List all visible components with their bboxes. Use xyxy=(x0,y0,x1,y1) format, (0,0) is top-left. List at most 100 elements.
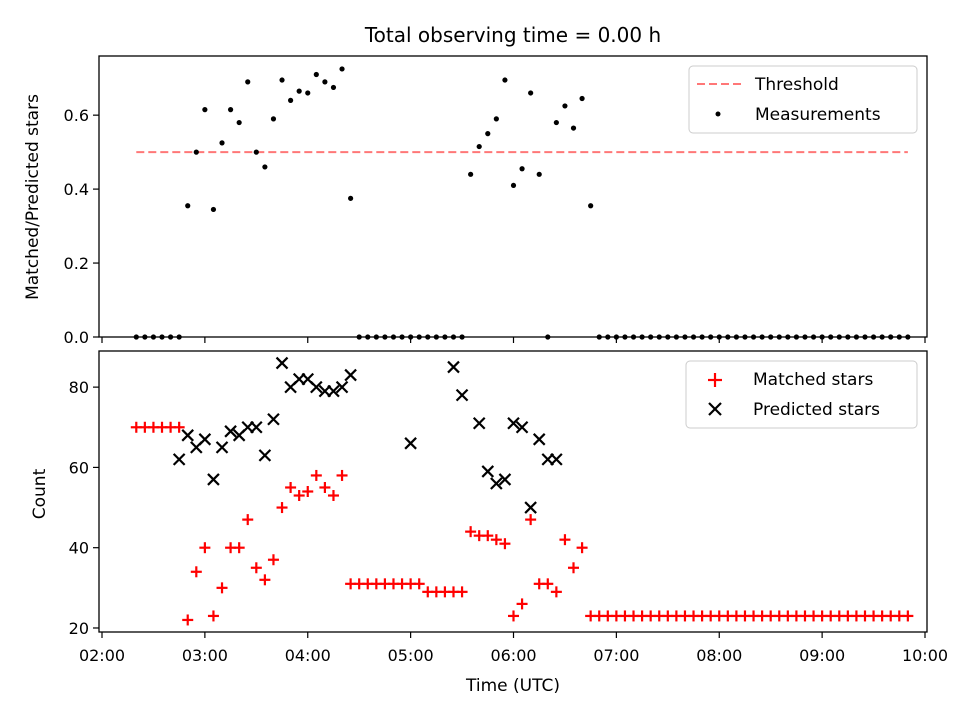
matched-star-point xyxy=(559,534,571,546)
predicted-star-point xyxy=(472,416,486,430)
predicted-legend-label: Predicted stars xyxy=(753,400,880,420)
matched-star-point xyxy=(190,566,202,578)
measurement-point xyxy=(262,164,268,170)
matched-stars-points xyxy=(130,421,914,626)
predicted-star-point xyxy=(515,420,529,434)
matched-star-point xyxy=(302,486,314,497)
predicted-star-point xyxy=(198,433,212,446)
ratio-legend: Threshold Measurements xyxy=(688,65,918,134)
matched-star-point xyxy=(199,542,211,554)
matched-legend-swatch xyxy=(708,373,722,387)
matched-star-point xyxy=(293,490,305,502)
matched-star-point xyxy=(902,610,914,622)
matched-star-point xyxy=(542,578,554,590)
predicted-star-point xyxy=(447,360,460,374)
measurement-point xyxy=(279,77,285,83)
matched-star-point xyxy=(327,490,339,502)
matched-star-point xyxy=(516,598,528,610)
count-panel: 20 40 60 80 02:00 03:00 04:00 05:00 06:00 07:00 08… xyxy=(30,350,948,696)
measurement-point xyxy=(193,149,199,155)
measurement-point xyxy=(305,90,311,96)
measurement-point xyxy=(339,66,345,72)
measurement-point xyxy=(562,103,568,109)
ratio-y-tick-label: 0.6 xyxy=(64,106,89,125)
ratio-y-tick-label: 0.0 xyxy=(64,328,89,347)
matched-star-point xyxy=(550,586,562,598)
measurement-point xyxy=(510,182,517,189)
measurement-point xyxy=(202,107,208,113)
matched-star-point xyxy=(499,538,511,550)
count-y-tick-label: 20 xyxy=(69,619,89,638)
predicted-star-point xyxy=(327,384,340,398)
matched-star-point xyxy=(465,526,477,538)
predicted-star-point xyxy=(207,473,220,486)
figure-title: Total observing time = 0.00 h xyxy=(364,23,661,47)
ratio-legend-box xyxy=(688,65,918,134)
matched-star-point xyxy=(525,514,537,526)
matched-star-point xyxy=(276,502,288,514)
matched-star-point xyxy=(319,481,331,493)
count-x-axis-label: Time (UTC) xyxy=(465,676,560,696)
predicted-star-point xyxy=(172,453,186,466)
count-x-tick-label: 07:00 xyxy=(593,646,639,665)
count-x-tick-label: 05:00 xyxy=(388,646,434,665)
measurement-point xyxy=(313,71,319,78)
measurement-point xyxy=(288,97,294,103)
count-y-axis-label: Count xyxy=(30,468,50,519)
ratio-axes-frame xyxy=(98,55,928,338)
count-x-tick-label: 06:00 xyxy=(490,646,536,665)
matched-legend-label: Matched stars xyxy=(753,370,873,390)
measurement-point xyxy=(519,166,525,172)
matched-star-point xyxy=(413,578,425,590)
measurement-point xyxy=(322,79,328,85)
ratio-panel: 0.0 0.2 0.4 0.6 Matched/Predicted stars Thr… xyxy=(23,55,928,347)
measurement-point xyxy=(476,143,482,150)
matched-star-point xyxy=(310,469,322,481)
measurements-legend-label: Measurements xyxy=(755,105,881,125)
measurement-point xyxy=(468,171,474,177)
predicted-star-point xyxy=(335,380,349,394)
predicted-star-point xyxy=(181,429,195,442)
matched-star-point xyxy=(267,554,279,566)
matched-star-point xyxy=(568,562,580,574)
matched-star-point xyxy=(490,534,502,546)
matched-star-point xyxy=(285,481,297,493)
count-x-tick-label: 08:00 xyxy=(696,646,742,665)
matched-star-point xyxy=(456,586,468,598)
predicted-legend-swatch xyxy=(708,402,722,416)
measurement-point xyxy=(253,149,259,155)
count-legend-box xyxy=(685,360,918,429)
threshold-legend-label: Threshold xyxy=(754,75,839,95)
count-y-tick-label: 60 xyxy=(69,458,89,477)
predicted-star-point xyxy=(404,437,417,450)
measurement-point xyxy=(579,95,585,102)
measurement-point xyxy=(330,84,337,91)
matched-star-point xyxy=(508,610,519,622)
predicted-star-point xyxy=(224,425,237,438)
matched-star-point xyxy=(182,614,194,626)
measurement-point xyxy=(219,140,225,146)
measurement-point xyxy=(227,107,234,113)
measurement-point xyxy=(236,119,242,126)
count-y-tick-label: 40 xyxy=(69,539,89,558)
predicted-star-point xyxy=(507,416,520,430)
measurement-point xyxy=(553,119,559,126)
matched-star-point xyxy=(259,574,271,586)
predicted-star-point xyxy=(532,433,546,446)
measurement-point xyxy=(536,171,542,177)
matched-star-point xyxy=(250,562,262,574)
predicted-star-point xyxy=(275,356,289,370)
measurements-legend-swatch xyxy=(715,111,721,117)
predicted-star-point xyxy=(250,420,263,434)
ratio-y-tick-label: 0.4 xyxy=(64,180,89,199)
count-x-tick-label: 03:00 xyxy=(182,646,228,665)
matched-star-point xyxy=(242,514,254,526)
predicted-star-point xyxy=(550,453,563,466)
ratio-y-axis-label: Matched/Predicted stars xyxy=(23,94,43,300)
predicted-stars-points xyxy=(172,356,563,514)
matched-star-point xyxy=(173,421,185,433)
measurement-point xyxy=(570,125,577,131)
predicted-star-point xyxy=(267,412,280,426)
predicted-star-point xyxy=(258,449,272,462)
matched-star-point xyxy=(576,542,588,554)
